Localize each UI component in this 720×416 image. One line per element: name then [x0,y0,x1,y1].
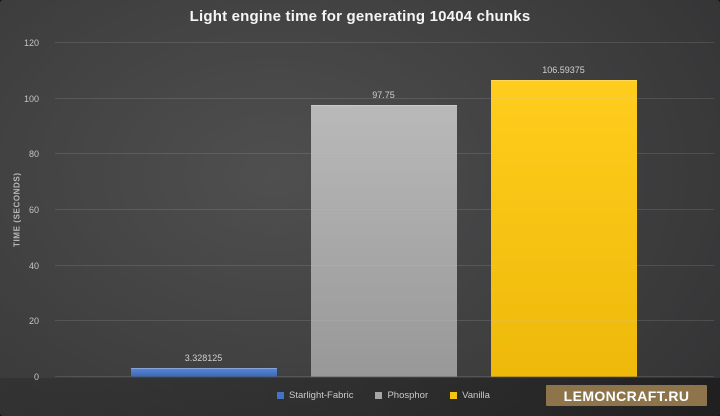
legend-label: Phosphor [387,389,429,401]
bar-value-label: 3.328125 [184,352,223,363]
legend-swatch-icon [375,391,383,399]
y-tick-label: 0 [33,372,39,382]
bar-vanilla [490,80,637,377]
bar-value-label: 97.75 [372,89,395,100]
bar-group-starlight-fabric: 3.328125 [130,43,277,377]
legend-swatch-icon [277,391,285,399]
legend-item-phosphor: Phosphor [375,390,428,401]
gridline [55,209,714,210]
bar-value-label: 106.59375 [542,65,585,76]
gridline [55,320,714,322]
y-tick-label: 60 [28,205,39,215]
plot-area: 3.328125 97.75 106.59375 [55,42,714,377]
bar-phosphor [310,104,457,377]
bar-group-phosphor: 97.75 [310,43,457,377]
bar-starlight-fabric [130,367,277,377]
y-tick-label: 120 [23,38,39,48]
gridline [55,153,714,155]
chart-title: Light engine time for generating 10404 c… [189,8,531,25]
legend-label: Starlight-Fabric [289,389,354,401]
y-tick-label: 80 [28,149,39,160]
watermark-badge: LEMONCRAFT.RU [546,385,707,406]
y-tick-label: 20 [28,316,39,327]
gridline [55,264,714,266]
y-tick-label: 40 [28,260,39,271]
y-axis-ticks: 0 20 40 60 80 100 120 [0,38,47,382]
y-tick-label: 100 [23,93,39,104]
legend-swatch-icon [450,391,458,399]
legend: Starlight-Fabric Phosphor Vanilla [55,387,712,403]
bars-row: 3.328125 97.75 106.59375 [55,43,712,377]
legend-item-vanilla: Vanilla [450,390,490,401]
legend-label: Vanilla [462,389,490,401]
gridline [55,42,714,43]
gridline [55,97,714,99]
bar-group-vanilla: 106.59375 [490,43,637,377]
legend-item-starlight-fabric: Starlight-Fabric [277,390,353,401]
gridline [55,376,714,377]
